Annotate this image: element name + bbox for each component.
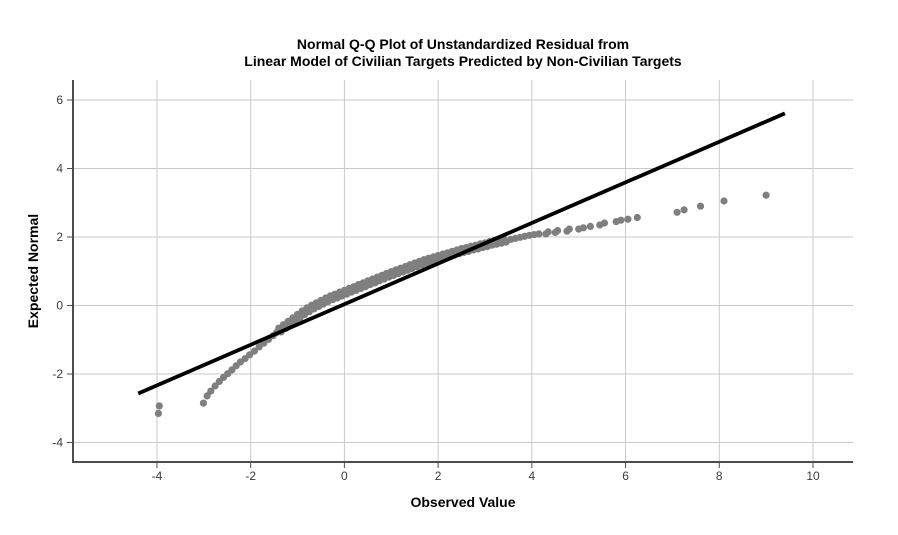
data-point	[673, 208, 681, 216]
data-point	[720, 197, 728, 205]
y-tick-label: 4	[56, 162, 63, 176]
y-tick-label: 6	[56, 93, 63, 107]
data-point	[199, 399, 207, 407]
data-point	[207, 387, 215, 395]
data-point	[211, 382, 219, 390]
y-axis-title: Expected Normal	[25, 213, 41, 329]
data-point	[155, 402, 163, 410]
y-tick-label: -4	[52, 436, 63, 450]
data-point	[617, 216, 625, 224]
data-point	[579, 224, 588, 232]
x-tick-label: 0	[341, 469, 348, 483]
data-point	[544, 228, 552, 236]
data-point	[586, 222, 595, 230]
y-tick-label: 0	[56, 299, 63, 313]
chart-title-line1: Normal Q-Q Plot of Unstandardized Residu…	[296, 36, 630, 52]
data-point	[535, 230, 543, 238]
data-point	[154, 409, 162, 417]
x-tick-label: -4	[152, 469, 163, 483]
x-tick-label: 2	[435, 469, 442, 483]
chart-title: Normal Q-Q Plot of Unstandardized Residu…	[73, 36, 853, 70]
data-point	[600, 219, 609, 227]
y-tick-label: -2	[52, 367, 63, 381]
data-point	[250, 347, 258, 355]
y-tick-label: 2	[56, 230, 63, 244]
chart-title-line2: Linear Model of Civilian Targets Predict…	[244, 53, 682, 69]
x-tick-label: 8	[716, 469, 723, 483]
data-point	[680, 206, 688, 214]
data-point	[696, 202, 705, 210]
data-point	[565, 225, 573, 233]
x-tick-label: 10	[806, 469, 820, 483]
data-point	[554, 226, 562, 235]
normal-line	[137, 111, 786, 396]
data-point	[762, 191, 770, 199]
x-tick-label: 6	[622, 469, 629, 483]
x-axis-title: Observed Value	[410, 494, 516, 510]
x-tick-label: -2	[245, 469, 256, 483]
x-tick-label: 4	[528, 469, 535, 483]
data-point	[624, 215, 632, 223]
data-point	[633, 213, 641, 222]
